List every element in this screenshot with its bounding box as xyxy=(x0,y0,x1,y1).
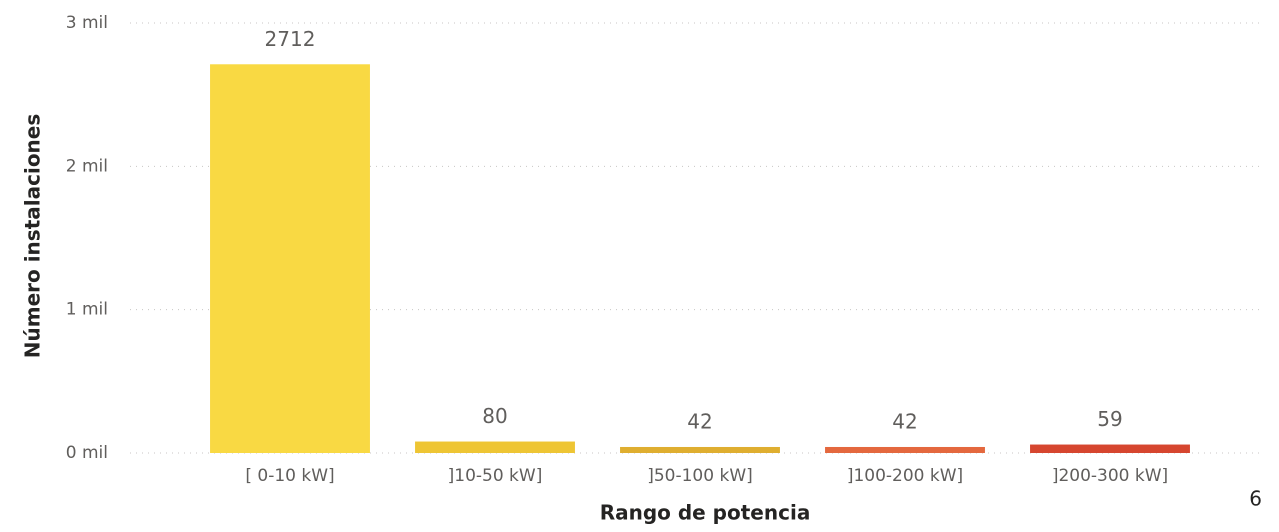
bar xyxy=(1030,444,1190,453)
bar xyxy=(620,446,780,453)
bar xyxy=(210,64,370,453)
bar xyxy=(415,441,575,453)
x-tick-label: ]200-300 kW] xyxy=(1052,466,1168,486)
x-tick-label: ]50-100 kW] xyxy=(647,466,753,486)
y-axis-title: Número instalaciones xyxy=(21,114,45,359)
x-tick-label: ]100-200 kW] xyxy=(847,466,963,486)
y-tick-label: 3 mil xyxy=(66,13,108,33)
y-tick-label: 1 mil xyxy=(66,300,108,320)
bar xyxy=(825,446,985,453)
data-label: 80 xyxy=(482,404,507,428)
y-tick-label: 2 mil xyxy=(66,156,108,176)
data-label: 59 xyxy=(1097,407,1122,431)
page-number: 6 xyxy=(1249,487,1262,511)
x-tick-label: ]10-50 kW] xyxy=(448,466,543,486)
data-label: 42 xyxy=(892,409,917,433)
x-axis-title: Rango de potencia xyxy=(600,501,811,525)
data-label: 42 xyxy=(687,409,712,433)
data-label: 2712 xyxy=(265,27,316,51)
x-tick-label: [ 0-10 kW] xyxy=(245,466,334,486)
y-tick-label: 0 mil xyxy=(66,443,108,463)
